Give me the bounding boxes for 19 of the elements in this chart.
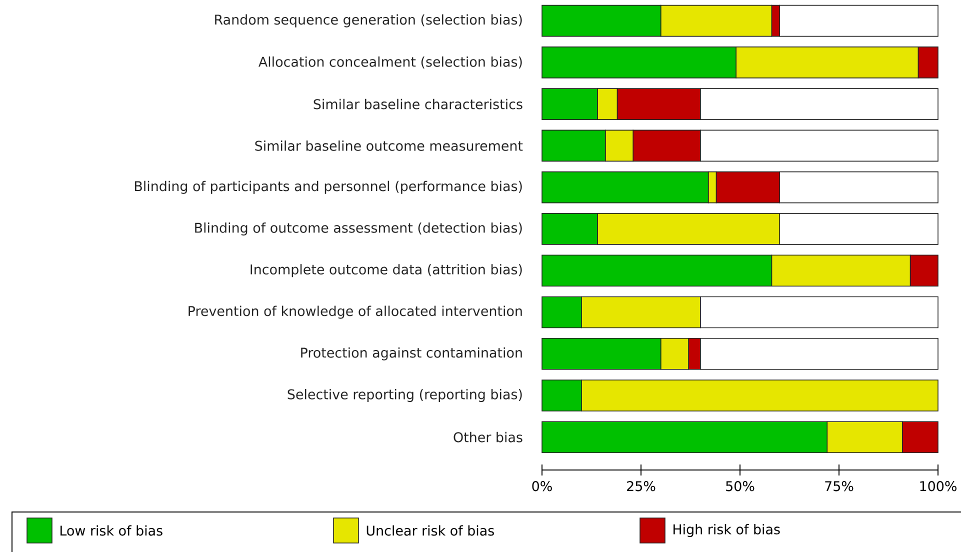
y-tick-label: Prevention of knowledge of allocated intervention <box>188 306 522 319</box>
x-tick-label: 25% <box>627 481 656 492</box>
y-tick-label: Similar baseline characteristics <box>314 98 522 110</box>
x-tick-label: 75% <box>825 481 854 492</box>
y-tick-label: Other bias <box>454 432 522 442</box>
legend-label: Unclear risk of bias <box>366 525 494 536</box>
y-tick-label: Random sequence generation (selection bias) <box>215 14 522 28</box>
legend-label: High risk of bias <box>674 524 780 538</box>
x-tick-label: 0% <box>532 481 552 492</box>
y-tick-label: Incomplete outcome data (attrition bias) <box>250 264 522 278</box>
y-tick-label: Similar baseline outcome measurement <box>255 140 523 151</box>
legend-label: Low risk of bias <box>60 525 162 536</box>
y-tick-label: Blinding of outcome assessment (detection bias) <box>195 222 522 236</box>
y-tick-label: Selective reporting (reporting bias) <box>288 388 522 402</box>
y-tick-label: Allocation concealment (selection bias) <box>258 56 522 68</box>
y-tick-label: Blinding of participants and personnel (performance bias) <box>135 180 522 194</box>
y-tick-label: Protection against contamination <box>301 347 522 360</box>
x-tick-label: 100% <box>920 481 956 492</box>
x-tick-label: 50% <box>726 481 754 492</box>
